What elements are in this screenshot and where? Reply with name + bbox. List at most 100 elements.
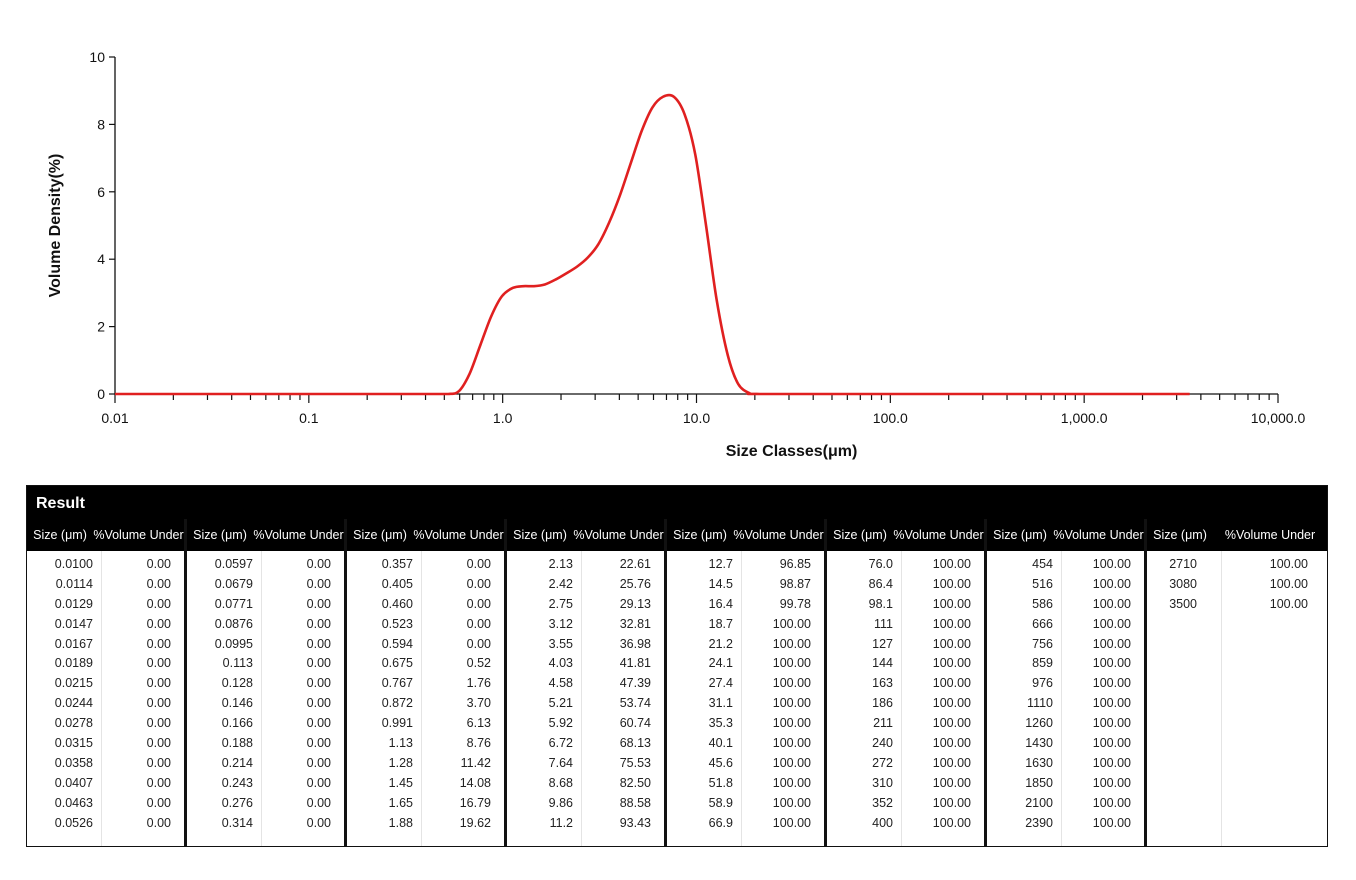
volume-under-cell: 0.00	[146, 556, 171, 571]
volume-under-cell: 100.00	[1092, 775, 1131, 790]
size-cell: 1850	[1025, 775, 1053, 790]
table-row: 2710 100.00	[1147, 554, 1327, 574]
size-cell: 0.0244	[54, 696, 93, 711]
table-row: 0.314 0.00	[187, 813, 344, 833]
volume-under-cell: 0.00	[466, 616, 491, 631]
table-row: 35.3 100.00	[667, 713, 824, 733]
size-cell: 4.58	[548, 676, 573, 691]
table-row: 4.03 41.81	[507, 653, 664, 673]
size-cell: 111	[873, 616, 893, 631]
size-cell: 400	[872, 815, 893, 830]
size-cell: 859	[1032, 656, 1053, 671]
table-row: 0.0995 0.00	[187, 634, 344, 654]
volume-under-cell: 100.00	[932, 696, 971, 711]
volume-under-cell: 0.00	[146, 775, 171, 790]
volume-under-cell: 0.00	[306, 656, 331, 671]
volume-under-cell: 100.00	[932, 795, 971, 810]
volume-under-cell: 60.74	[619, 716, 651, 731]
size-cell: 45.6	[708, 755, 733, 770]
table-row: 0.128 0.00	[187, 673, 344, 693]
table-row: 0.0679 0.00	[187, 574, 344, 594]
table-row: 0.0597 0.00	[187, 554, 344, 574]
table-row: 310 100.00	[827, 773, 984, 793]
size-cell: 272	[872, 755, 893, 770]
size-cell: 1.28	[388, 755, 413, 770]
result-table: Result Size (μm) %Volume Under 0.0100 0.00 0…	[26, 485, 1328, 847]
table-row: 240 100.00	[827, 733, 984, 753]
volume-under-cell: 0.00	[146, 696, 171, 711]
volume-under-cell: 8.76	[466, 735, 491, 750]
volume-under-cell: 0.00	[306, 556, 331, 571]
size-cell: 0.113	[222, 656, 253, 671]
table-row: 66.9 100.00	[667, 813, 824, 833]
table-row: 400 100.00	[827, 813, 984, 833]
volume-under-cell: 100.00	[772, 656, 811, 671]
size-cell: 98.1	[868, 596, 893, 611]
table-row: 859 100.00	[987, 653, 1144, 673]
table-row: 16.4 99.78	[667, 594, 824, 614]
size-cell: 2.75	[548, 596, 573, 611]
volume-under-cell: 100.00	[1269, 576, 1308, 591]
volume-under-cell: 0.00	[146, 576, 171, 591]
table-row: 0.146 0.00	[187, 693, 344, 713]
size-cell: 0.0526	[54, 815, 93, 830]
volume-under-cell: 68.13	[619, 735, 651, 750]
volume-under-cell: 100.00	[932, 676, 971, 691]
x-tick-label: 10,000.0	[1251, 410, 1306, 426]
table-row: 0.0215 0.00	[27, 673, 184, 693]
y-tick-label: 4	[97, 251, 105, 267]
table-row: 1110 100.00	[987, 693, 1144, 713]
table-row: 1.28 11.42	[347, 753, 504, 773]
table-row: 0.991 6.13	[347, 713, 504, 733]
size-cell: 0.0463	[54, 795, 93, 810]
volume-under-cell: 100.00	[772, 616, 811, 631]
table-row: 0.214 0.00	[187, 753, 344, 773]
table-row: 0.0315 0.00	[27, 733, 184, 753]
size-cell: 0.276	[221, 795, 253, 810]
size-cell: 0.0995	[214, 636, 253, 651]
volume-under-cell: 0.00	[146, 755, 171, 770]
size-cell: 5.21	[548, 696, 573, 711]
volume-under-cell: 0.00	[146, 596, 171, 611]
volume-under-cell: 100.00	[772, 696, 811, 711]
size-cell: 58.9	[708, 795, 733, 810]
volume-under-cell: 100.00	[772, 755, 811, 770]
size-cell: 14.5	[708, 576, 733, 591]
table-row: 211 100.00	[827, 713, 984, 733]
volume-under-cell: 100.00	[932, 596, 971, 611]
volume-under-cell: 100.00	[932, 755, 971, 770]
y-tick-label: 6	[97, 184, 105, 200]
volume-under-cell: 0.00	[306, 795, 331, 810]
size-cell: 0.0407	[54, 775, 93, 790]
volume-under-cell: 0.00	[146, 656, 171, 671]
volume-under-cell: 0.00	[306, 735, 331, 750]
volume-under-cell: 36.98	[619, 636, 651, 651]
column-group-body: 454 100.00 516 100.00 586 100.00 666 100.00 756 1…	[987, 551, 1144, 846]
table-row: 8.68 82.50	[507, 773, 664, 793]
size-column-header: Size (μm)	[193, 528, 247, 542]
volume-under-cell: 0.00	[306, 616, 331, 631]
volume-under-cell: 75.53	[619, 755, 651, 770]
result-column-group: Size (μm) %Volume Under 0.357 0.00 0.405 0.00…	[347, 519, 507, 846]
table-row: 2100 100.00	[987, 793, 1144, 813]
table-row: 2.13 22.61	[507, 554, 664, 574]
table-row: 0.594 0.00	[347, 634, 504, 654]
volume-under-column-header: %Volume Under	[1224, 528, 1316, 542]
size-cell: 0.0278	[54, 716, 93, 731]
table-row: 0.0876 0.00	[187, 614, 344, 634]
table-row: 2390 100.00	[987, 813, 1144, 833]
x-tick-label: 100.0	[873, 410, 908, 426]
table-row: 0.523 0.00	[347, 614, 504, 634]
table-row: 0.0147 0.00	[27, 614, 184, 634]
volume-under-cell: 100.00	[772, 735, 811, 750]
table-row: 1.65 16.79	[347, 793, 504, 813]
volume-under-cell: 100.00	[1092, 755, 1131, 770]
volume-under-cell: 0.00	[306, 576, 331, 591]
table-row: 3.12 32.81	[507, 614, 664, 634]
volume-under-column-header: %Volume Under	[893, 528, 984, 542]
volume-under-cell: 88.58	[619, 795, 651, 810]
result-column-group: Size (μm) %Volume Under 2.13 22.61 2.42 25.76…	[507, 519, 667, 846]
table-row: 2.42 25.76	[507, 574, 664, 594]
size-cell: 0.146	[221, 696, 253, 711]
volume-under-cell: 93.43	[619, 815, 651, 830]
